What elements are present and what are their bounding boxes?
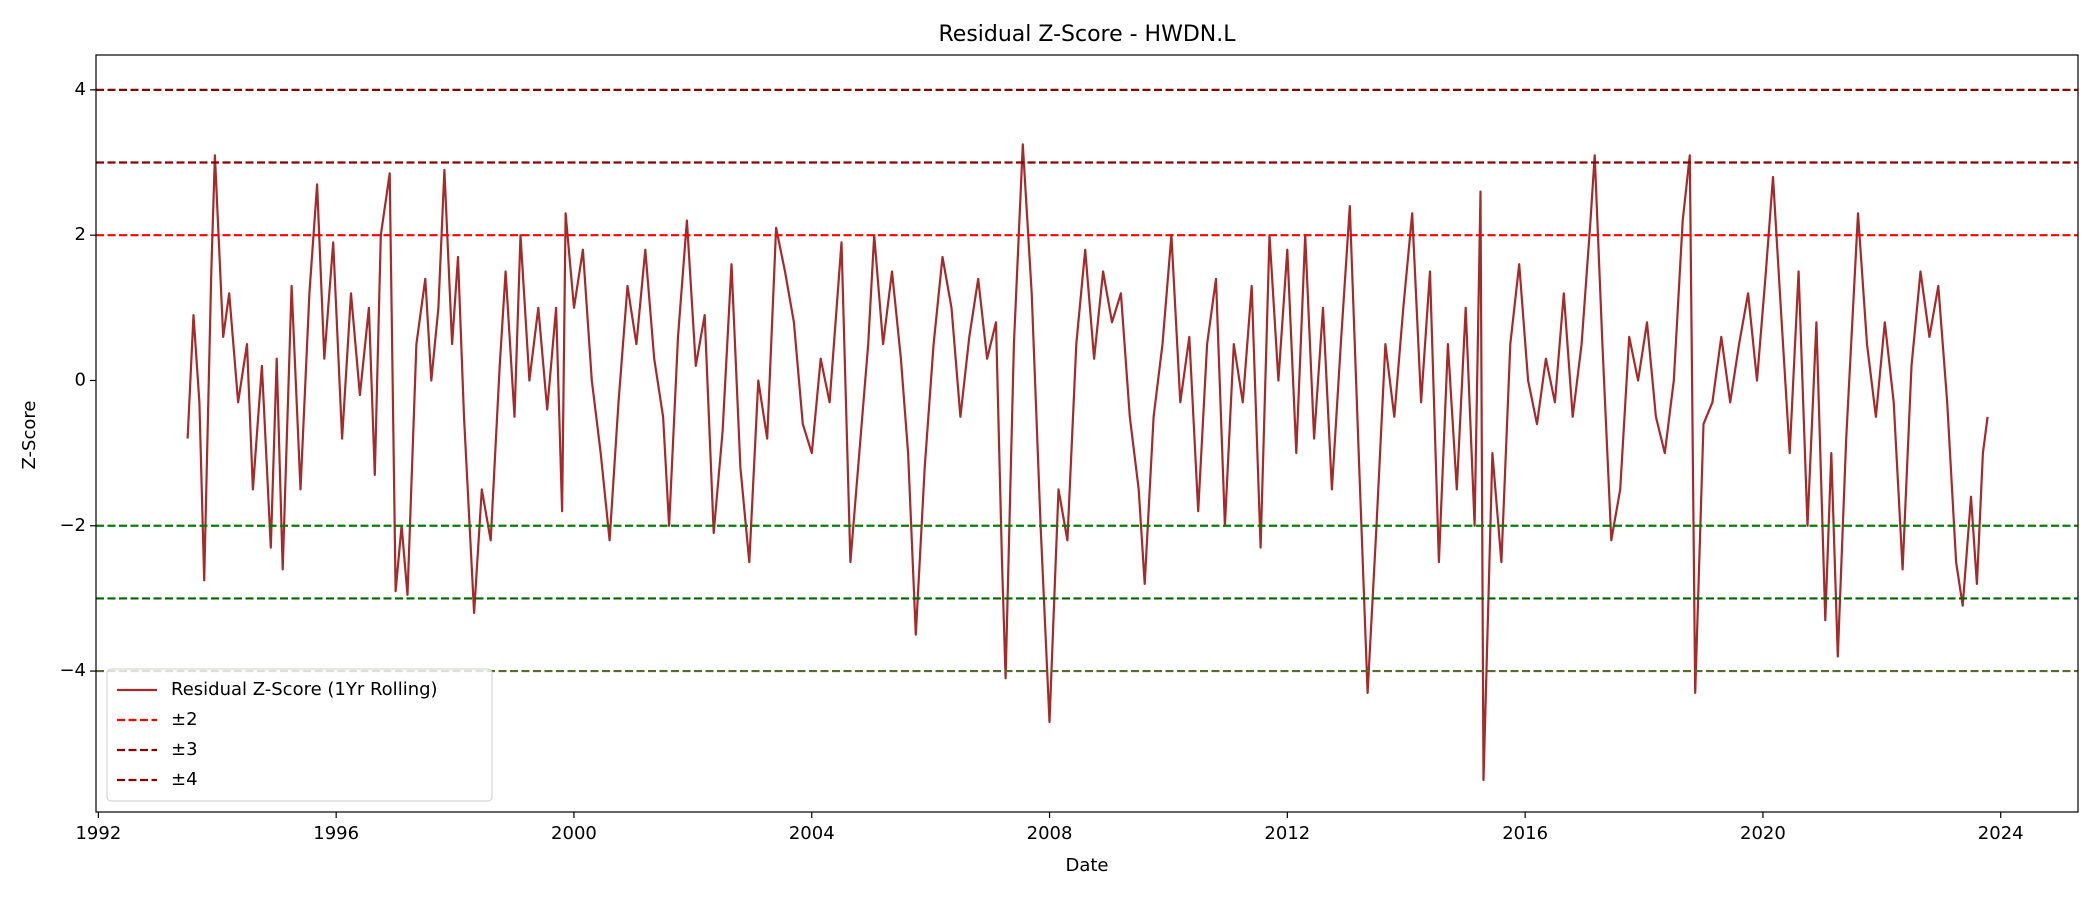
y-tick-label: 4 [75, 79, 86, 100]
chart-title: Residual Z-Score - HWDN.L [938, 22, 1236, 47]
legend: Residual Z-Score (1Yr Rolling) ±2 ±3 ±4 [106, 668, 493, 802]
x-tick-label: 1996 [313, 823, 359, 844]
x-tick-label: 2004 [789, 823, 835, 844]
x-tick-label: 2000 [551, 823, 597, 844]
y-tick-label: 0 [75, 369, 86, 390]
y-axis-label: Z-Score [19, 401, 40, 470]
legend-label: ±2 [171, 709, 198, 730]
x-axis-label: Date [1065, 855, 1108, 876]
plot-frame [95, 54, 2079, 813]
legend-label: Residual Z-Score (1Yr Rolling) [171, 679, 438, 700]
x-tick-label: 2020 [1740, 823, 1786, 844]
y-tick-label: −4 [59, 660, 86, 681]
x-tick-label: 2012 [1264, 823, 1310, 844]
y-tick-label: −2 [59, 515, 86, 536]
legend-box [106, 668, 493, 802]
legend-label: ±4 [171, 769, 198, 790]
data-line [186, 143, 1989, 782]
y-tick-label: 2 [75, 224, 86, 245]
x-tick-label: 2016 [1502, 823, 1548, 844]
legend-label: ±3 [171, 739, 198, 760]
x-tick-label: 2008 [1027, 823, 1073, 844]
x-tick-label: 2024 [1978, 823, 2024, 844]
x-tick-label: 1992 [75, 823, 121, 844]
